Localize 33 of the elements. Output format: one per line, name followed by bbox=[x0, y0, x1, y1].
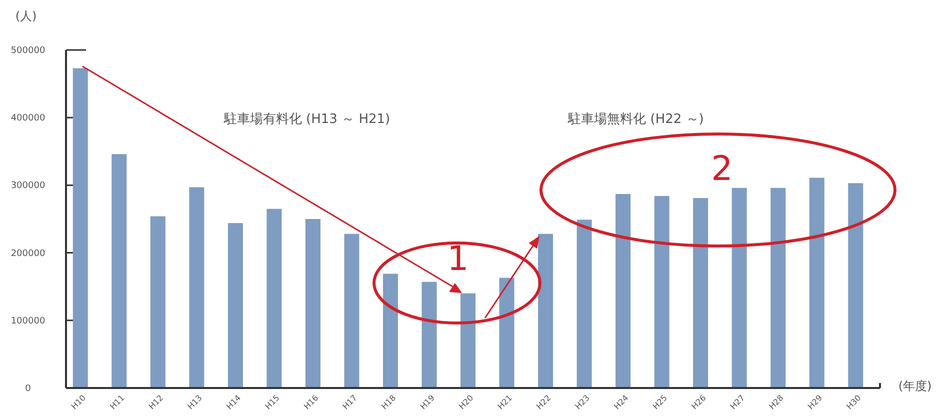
bar bbox=[189, 187, 204, 388]
bar bbox=[460, 293, 476, 388]
bar bbox=[499, 278, 514, 388]
bar bbox=[266, 208, 282, 388]
bar bbox=[538, 234, 554, 388]
bar bbox=[72, 68, 88, 388]
annotation: 1 bbox=[447, 239, 469, 279]
y-tick-label: 500000 bbox=[10, 46, 46, 56]
annotation: 2 bbox=[711, 149, 733, 189]
bar bbox=[112, 154, 127, 388]
bar bbox=[344, 234, 360, 388]
annotation: 駐車場無料化 (H22 ～) bbox=[567, 112, 704, 127]
bar bbox=[693, 198, 708, 388]
bar bbox=[848, 183, 864, 388]
bar bbox=[305, 219, 320, 388]
bar bbox=[732, 188, 747, 388]
x-axis-title: (年度) bbox=[898, 379, 932, 393]
bar bbox=[809, 178, 824, 388]
bar bbox=[228, 223, 243, 388]
annotation: 駐車場有料化 (H13 ～ H21) bbox=[222, 112, 390, 127]
bar bbox=[422, 282, 437, 388]
y-tick-label: 0 bbox=[25, 384, 32, 394]
y-tick-label: 300000 bbox=[10, 181, 46, 192]
bar bbox=[654, 196, 670, 388]
bar bbox=[150, 216, 166, 388]
y-tick-label: 100000 bbox=[10, 316, 46, 326]
bar bbox=[382, 274, 398, 388]
bar bbox=[770, 188, 786, 388]
y-tick-label: 400000 bbox=[10, 114, 46, 124]
y-tick-label: 200000 bbox=[10, 248, 46, 259]
bar bbox=[616, 194, 631, 388]
y-axis-title: (人) bbox=[15, 9, 37, 23]
bar bbox=[576, 220, 592, 388]
